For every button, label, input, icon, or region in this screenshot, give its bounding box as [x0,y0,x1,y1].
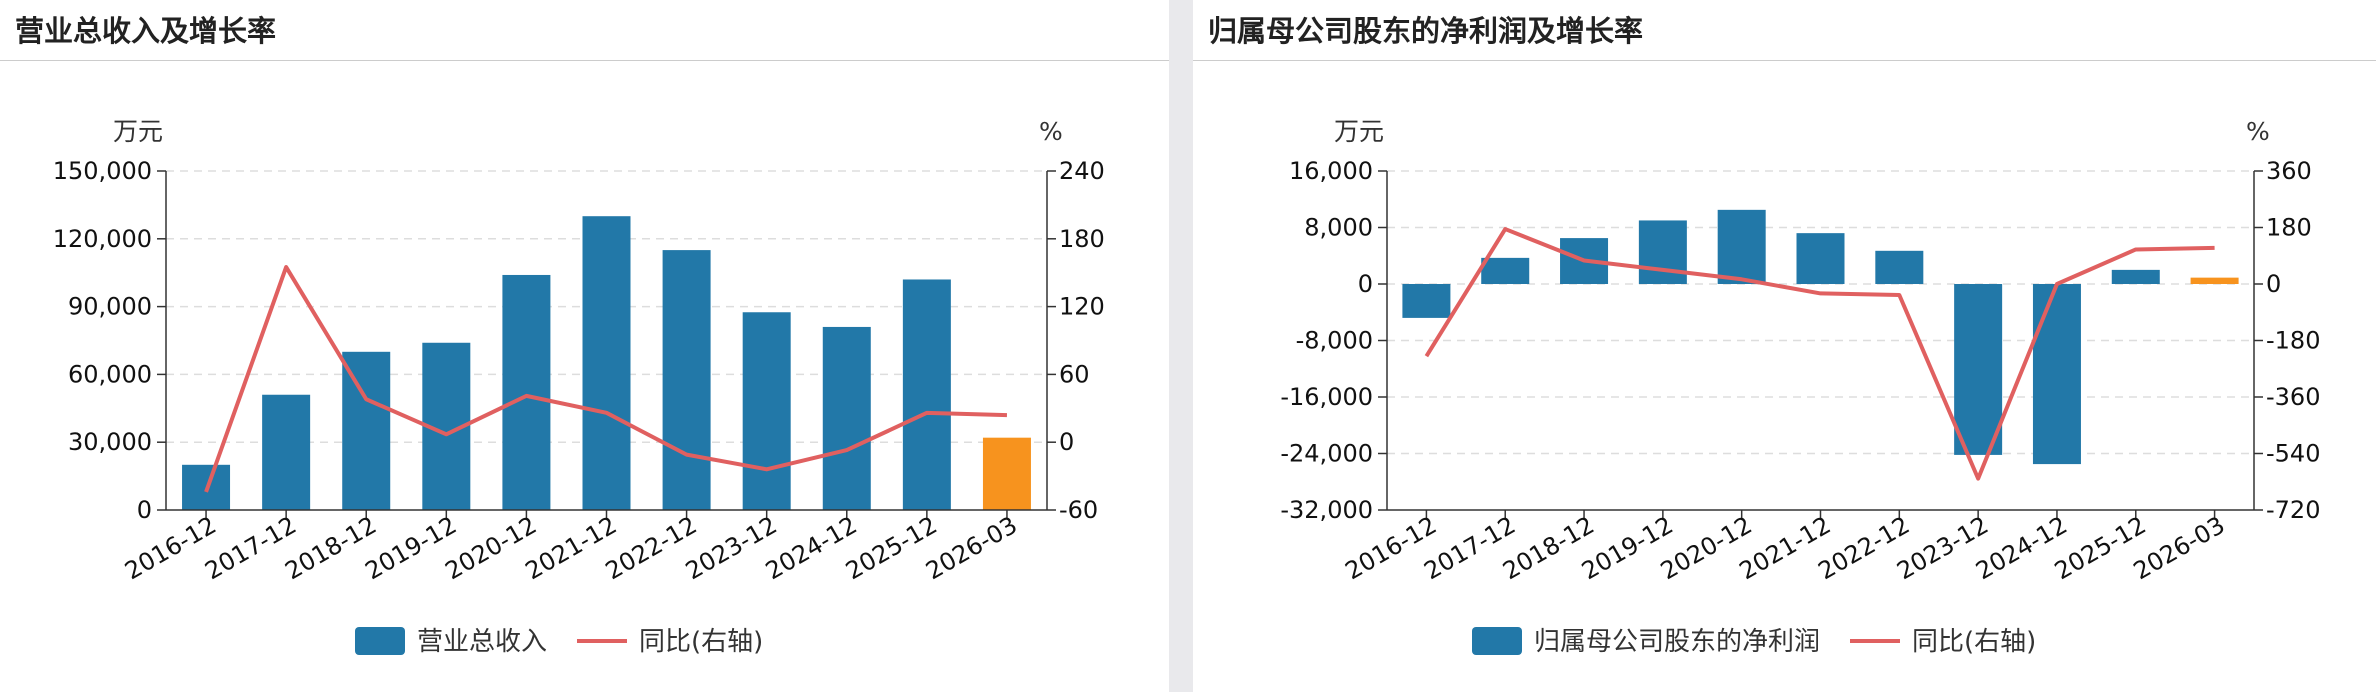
y-tick-label: 90,000 [68,293,152,321]
y-tick-label: 120,000 [53,225,152,253]
y2-tick-label: -60 [1059,496,1098,524]
legend-bar-swatch [1472,627,1522,655]
x-tick-label: 2018-12 [280,511,381,585]
y-tick-label: 30,000 [68,428,152,456]
y2-tick-label: 60 [1059,360,1090,388]
y-tick-label: 16,000 [1289,157,1373,185]
legend-line-label: 同比(右轴) [1912,627,2036,657]
x-tick-label: 2020-12 [441,511,542,585]
legend-bar-swatch [355,627,405,655]
bar [902,279,951,510]
bar [1638,220,1687,284]
x-tick-label: 2016-12 [120,511,221,585]
panel-title: 归属母公司股东的净利润及增长率 [1208,14,1644,48]
y-tick-label: -16,000 [1280,383,1373,411]
y2-tick-label: -540 [2266,440,2320,468]
revenue-chart: 0 30,000 60,000 90,000 120,000 150,000 -60 0 60 1… [53,117,1105,657]
left-unit-label: 万元 [113,117,163,146]
panel-title: 营业总收入及增长率 [15,14,277,48]
y2-tick-label: 180 [2266,214,2312,242]
y2-tick-label: 180 [1059,225,1105,253]
net-profit-chart: -32,000 -24,000 -16,000 -8,000 0 8,000 16,000 -… [1280,117,2320,657]
y-tick-label: 8,000 [1304,214,1373,242]
bar [2032,284,2081,465]
y-tick-label: 60,000 [68,360,152,388]
legend-bar-label: 归属母公司股东的净利润 [1534,627,1820,657]
x-tick-label: 2019-12 [360,511,461,585]
bar [662,250,711,510]
y2-tick-label: 0 [1059,428,1074,456]
bar [1875,250,1924,284]
x-tick-label: 2024-12 [761,511,862,585]
y2-tick-label: -720 [2266,496,2320,524]
y-tick-label: 0 [137,496,152,524]
bar [982,437,1031,510]
left-unit-label: 万元 [1334,117,1384,146]
x-tick-label: 2023-12 [681,511,782,585]
y-tick-label: 150,000 [53,157,152,185]
y2-tick-label: -180 [2266,327,2320,355]
x-tick-label: 2025-12 [841,511,942,585]
bar [342,351,391,510]
x-tick-label: 2017-12 [200,511,301,585]
bar [1481,257,1530,284]
y-tick-label: -24,000 [1280,440,1373,468]
bar [1402,284,1451,318]
net-profit-panel: 归属母公司股东的净利润及增长率 -32,000 -24,000 -16,000 -8,… [1193,0,2376,692]
y2-tick-label: 0 [2266,270,2281,298]
y2-tick-label: 120 [1059,293,1105,321]
panel-header: 营业总收入及增长率 [0,0,1169,61]
right-unit-label: % [2246,117,2270,146]
x-tick-label: 2021-12 [521,511,622,585]
panel-header: 归属母公司股东的净利润及增长率 [1193,0,2376,61]
bar [742,312,791,510]
x-tick-label: 2026-03 [921,511,1022,585]
growth-line [204,265,1008,493]
y2-tick-label: 240 [1059,157,1105,185]
bar [1954,284,2003,455]
bar [262,394,311,510]
y2-tick-label: -360 [2266,383,2320,411]
revenue-panel: 营业总收入及增长率 0 30,000 60,000 90,000 120,000 150,… [0,0,1169,692]
y-tick-label: -8,000 [1296,327,1373,355]
y-tick-label: 0 [1358,270,1373,298]
growth-line [1424,227,2215,481]
x-tick-label: 2022-12 [601,511,702,585]
bar [1796,233,1845,284]
bar [582,216,631,510]
bar [822,326,871,510]
bar [2111,269,2160,284]
legend-line-label: 同比(右轴) [639,627,763,657]
legend-bar-label: 营业总收入 [417,627,547,657]
y-tick-label: -32,000 [1280,496,1373,524]
bar [502,274,551,510]
x-tick-label: 2026-03 [2129,511,2230,585]
y2-tick-label: 360 [2266,157,2312,185]
right-unit-label: % [1039,117,1063,146]
bar [2190,277,2239,284]
bar [1717,209,1766,284]
